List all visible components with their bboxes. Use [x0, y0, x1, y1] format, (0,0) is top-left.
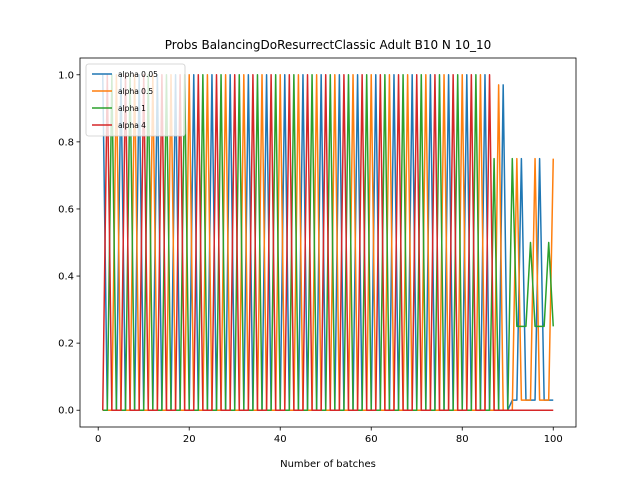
y-tick-label: 0.4	[58, 272, 74, 283]
x-axis: 0 20 40 60 80 100	[95, 427, 563, 445]
y-tick-label: 1.0	[58, 70, 74, 81]
legend-box	[85, 63, 186, 137]
x-tick-label: 80	[456, 434, 469, 445]
legend: alpha 0.05 alpha 0.5 alpha 1 alpha 4	[85, 63, 186, 137]
legend-label-0: alpha 0.05	[118, 70, 158, 79]
plot-frame	[79, 57, 577, 428]
y-tick-label: 0.0	[58, 406, 74, 417]
x-axis-title: Number of batches	[280, 459, 376, 470]
legend-label-3: alpha 4	[118, 121, 146, 130]
chart-title: Probs BalancingDoResurrectClassic Adult …	[165, 38, 492, 52]
x-tick-label: 100	[544, 434, 563, 445]
x-tick-label: 60	[365, 434, 378, 445]
y-tick-label: 0.8	[58, 137, 74, 148]
series-line-3	[102, 74, 554, 411]
x-tick-label: 20	[183, 434, 196, 445]
y-axis: 0.0 0.2 0.4 0.6 0.8 1.0	[58, 70, 80, 417]
legend-label-2: alpha 1	[118, 104, 146, 113]
x-tick-label: 0	[95, 434, 101, 445]
x-tick-label: 40	[274, 434, 287, 445]
legend-label-1: alpha 0.5	[118, 87, 153, 96]
y-tick-label: 0.6	[58, 204, 74, 215]
y-tick-label: 0.2	[58, 339, 74, 350]
series-layer	[102, 74, 554, 411]
